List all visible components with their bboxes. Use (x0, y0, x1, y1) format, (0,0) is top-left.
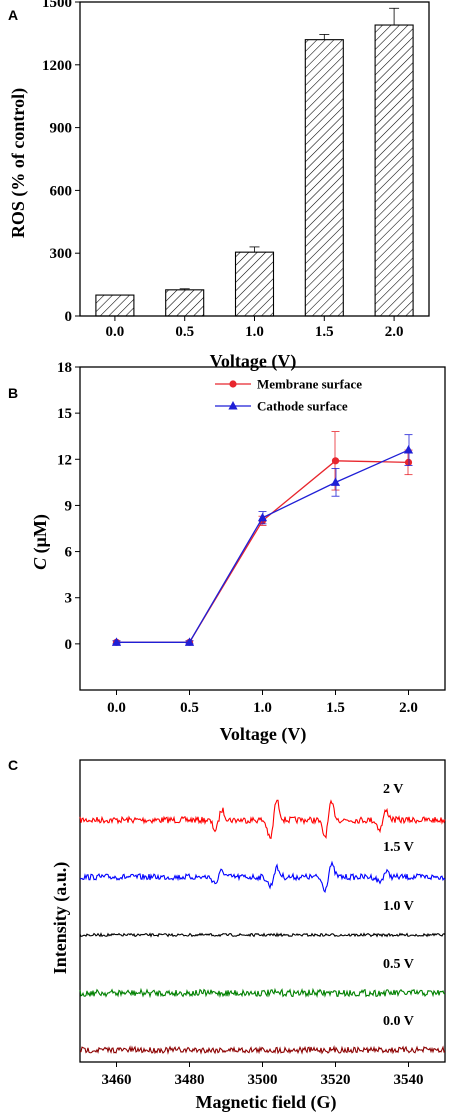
x-tick-label: 0.5 (175, 324, 194, 340)
data-point (403, 445, 414, 454)
panel-b-y-axis-var: C (30, 557, 50, 570)
bar (374, 24, 414, 317)
trace-label: 0.0 V (383, 1014, 414, 1029)
spectrum-trace (79, 860, 446, 894)
data-point (404, 458, 413, 466)
data-point (257, 512, 268, 522)
trace-label: 1.0 V (383, 899, 414, 914)
panel-b-y-axis-title: C (μM) (30, 514, 51, 570)
data-point (330, 477, 341, 486)
bar (165, 289, 205, 317)
x-tick-label: 3460 (102, 1072, 132, 1088)
legend-label: Membrane surface (257, 377, 362, 392)
y-tick-label: 3 (65, 591, 73, 607)
panel-a: A 0.0 0.5 1.0 1.5 2.0 0 300 600 900 1200 1500 Volt… (8, 0, 430, 372)
x-tick-label: 3500 (248, 1072, 278, 1088)
spectrum-trace (79, 987, 446, 999)
legend-marker (228, 401, 238, 410)
panel-a-letter: A (8, 7, 18, 23)
series-line (116, 460, 409, 643)
legend-label: Cathode surface (257, 399, 348, 414)
y-tick-label: 6 (65, 545, 73, 561)
data-point (111, 637, 122, 646)
series-line (116, 449, 409, 643)
bar (95, 294, 135, 317)
panel-a-y-axis-title: ROS (% of control) (8, 88, 29, 238)
y-tick-label: 12 (57, 452, 72, 468)
spectrum-trace (79, 799, 446, 840)
x-tick-label: 2.0 (385, 324, 404, 340)
panel-a-x-axis-title: Voltage (V) (210, 351, 297, 372)
spectrum-trace (79, 932, 446, 938)
panel-c-y-axis-title: Intensity (a.u.) (50, 862, 71, 975)
bar (304, 39, 344, 317)
x-tick-label: 1.0 (245, 324, 264, 340)
x-tick-label: 1.0 (253, 700, 272, 716)
y-tick-label: 1200 (42, 58, 72, 74)
panel-b-plot-area: 0.0 0.5 1.0 1.5 2.0 0 3 6 9 12 15 18 Membrane surfac… (57, 360, 446, 716)
panel-c: C 3460 3480 3500 3520 3540 2 V 1.5 V 1.0 V 0.5 V… (8, 757, 446, 1113)
x-tick-label: 1.5 (326, 700, 345, 716)
y-tick-label: 600 (50, 183, 73, 199)
panel-c-plot-area: 3460 3480 3500 3520 3540 2 V 1.5 V 1.0 V 0.5 V 0.… (79, 759, 446, 1088)
trace-label: 0.5 V (383, 957, 414, 972)
x-tick-label: 1.5 (315, 324, 334, 340)
y-tick-label: 900 (50, 121, 73, 137)
legend-marker (229, 380, 237, 388)
bar (234, 251, 275, 317)
x-tick-label: 3520 (321, 1072, 351, 1088)
x-tick-label: 3540 (394, 1072, 424, 1088)
x-tick-label: 2.0 (399, 700, 418, 716)
panel-c-x-axis-title: Magnetic field (G) (196, 1092, 337, 1113)
panel-b-y-axis-unit: (μM) (30, 514, 51, 558)
y-tick-label: 9 (65, 498, 73, 514)
panel-b: B 0.0 0.5 1.0 1.5 2.0 0 3 6 9 12 15 18 Membrane surf… (8, 360, 446, 745)
x-tick-label: 0.0 (106, 324, 125, 340)
x-tick-label: 0.0 (107, 700, 126, 716)
panel-b-frame (79, 366, 446, 691)
panel-c-letter: C (8, 757, 18, 773)
y-tick-label: 15 (57, 406, 72, 422)
data-point (331, 457, 340, 465)
x-tick-label: 3480 (175, 1072, 205, 1088)
trace-label: 2 V (383, 782, 403, 797)
panel-a-plot-area: 0.0 0.5 1.0 1.5 2.0 0 300 600 900 1200 1500 (42, 0, 430, 340)
spectrum-trace (79, 1045, 446, 1055)
y-tick-label: 1500 (42, 0, 72, 11)
data-point (184, 637, 195, 646)
trace-label: 1.5 V (383, 840, 414, 855)
y-tick-label: 18 (57, 360, 72, 376)
y-tick-label: 0 (65, 637, 73, 653)
panel-b-letter: B (8, 385, 18, 401)
y-tick-label: 300 (50, 246, 73, 262)
x-tick-label: 0.5 (180, 700, 199, 716)
y-tick-label: 0 (65, 309, 73, 325)
panel-b-x-axis-title: Voltage (V) (220, 724, 307, 745)
